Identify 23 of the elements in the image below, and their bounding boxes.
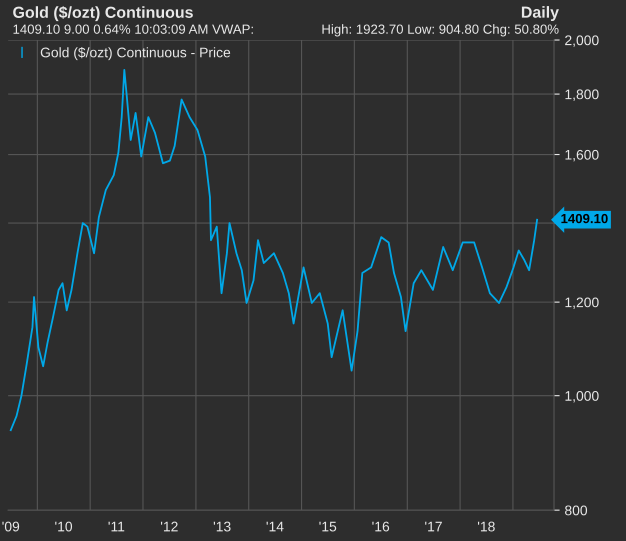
x-tick-label: '11: [108, 522, 124, 532]
x-tick-label: '09: [2, 522, 20, 532]
x-tick-label: '14: [266, 522, 284, 532]
y-tick-label: 1,600: [565, 150, 599, 162]
legend-label: Gold ($/ozt) Continuous - Price: [40, 46, 230, 60]
y-tick-label: 2,000: [565, 35, 599, 47]
x-tick-label: '17: [425, 522, 442, 532]
x-tick-label: '12: [160, 522, 178, 532]
x-tick-label: '13: [214, 522, 231, 532]
x-tick-label: '10: [55, 522, 72, 532]
x-tick-label: '18: [478, 522, 495, 532]
x-tick-label: '15: [319, 522, 336, 532]
text: High: 1923.70 Low: 904.80 Chg: 50.80%: [322, 24, 559, 36]
y-tick-label: 800: [565, 505, 588, 516]
text: 1409.10 9.00 0.64% 10:03:09 AM VWAP:: [14, 24, 253, 34]
x-tick-label: '16: [372, 522, 390, 532]
annotation: 1409.10: [561, 214, 608, 224]
chart-title: Gold ($/ozt) Continuous: [13, 6, 193, 22]
text: Daily: [522, 6, 559, 21]
y-tick-label: 1,800: [565, 89, 599, 101]
line-series: [10, 68, 538, 432]
y-tick-label: 1,000: [565, 391, 599, 402]
y-tick-label: 1,200: [565, 297, 599, 309]
